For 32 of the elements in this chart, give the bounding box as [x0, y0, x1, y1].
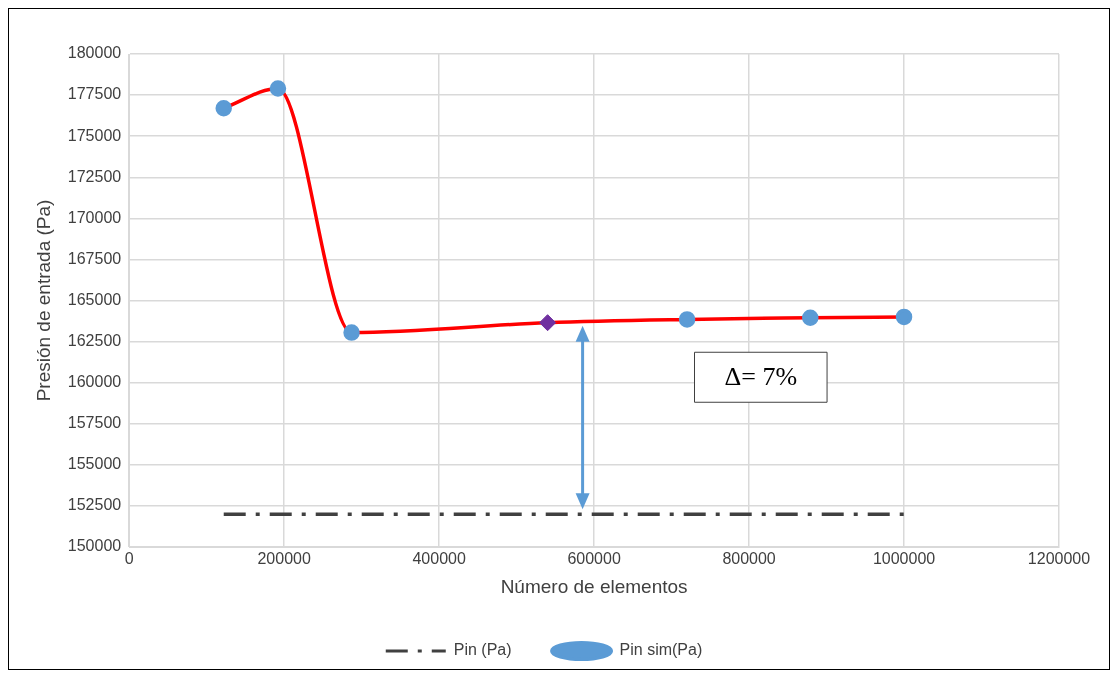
- x-tick-label: 0: [124, 550, 134, 568]
- point: [215, 99, 232, 117]
- y-tick-label: 180000: [67, 44, 122, 62]
- y-tick-label: 155000: [67, 455, 122, 473]
- y-tick-label: 150000: [67, 537, 122, 555]
- y-tick-label: 160000: [67, 373, 122, 391]
- x-tick-label: 1000000: [872, 550, 936, 568]
- y-tick-label: 172500: [67, 167, 122, 185]
- y-tick-label: 170000: [67, 208, 122, 226]
- y-tick-label: 167500: [67, 249, 122, 267]
- y-tick-label: 152500: [67, 496, 122, 514]
- x-tick-label: 800000: [722, 550, 776, 568]
- point: [539, 314, 557, 332]
- x-tick-label: 1200000: [1027, 550, 1091, 568]
- y-tick-label: 157500: [67, 414, 122, 432]
- point: [895, 308, 913, 326]
- x-tick-label: 200000: [257, 550, 311, 568]
- x-tick-label: 600000: [567, 550, 621, 568]
- y-axis-title: Presión de entrada (Pa): [32, 199, 54, 402]
- y-tick-label: 165000: [67, 290, 122, 308]
- point: [269, 80, 287, 97]
- x-tick-label: 400000: [412, 550, 466, 568]
- y-tick-label: 177500: [67, 85, 122, 103]
- x-axis-title: Número de elementos: [500, 575, 688, 597]
- point: [343, 324, 360, 341]
- legend-label: Pin (Pa): [453, 641, 512, 659]
- point: [802, 309, 819, 327]
- point: [678, 311, 696, 328]
- annotation: Δ= 7%: [724, 362, 798, 392]
- y-tick-label: 175000: [67, 126, 122, 144]
- legend-label: Pin sim(Pa): [619, 641, 703, 659]
- y-tick-label: 162500: [67, 331, 122, 349]
